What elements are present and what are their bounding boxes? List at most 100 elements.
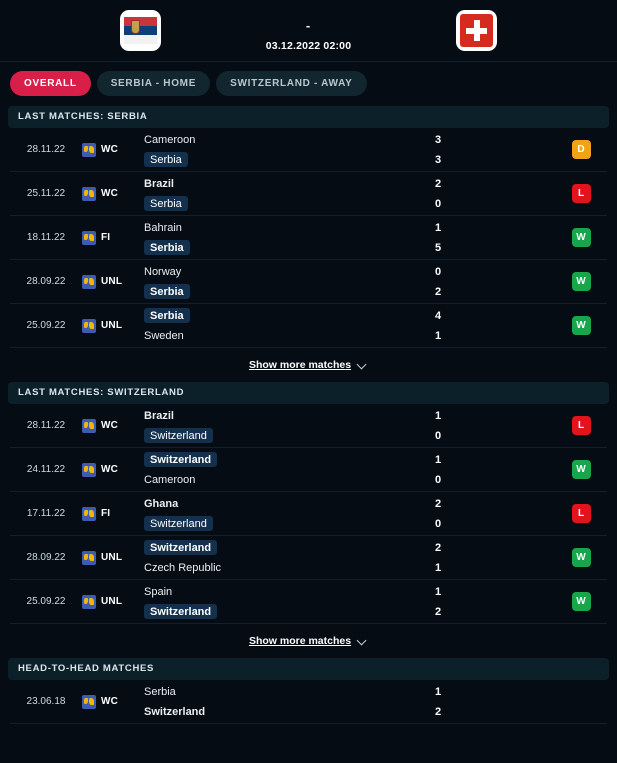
result-cell: L	[555, 184, 607, 203]
filter-tabs: OVERALL SERBIA - HOME SWITZERLAND - AWAY	[0, 62, 617, 106]
away-team-name[interactable]: Serbia	[144, 196, 188, 211]
match-date: 28.09.22	[26, 552, 66, 563]
status-badge: L	[571, 184, 591, 203]
show-more-matches-button[interactable]: Show more matches	[8, 624, 609, 658]
status-badge: W	[571, 228, 591, 247]
competition[interactable]: UNL	[82, 274, 144, 289]
match-row[interactable]: 28.09.22 UNL Switzerland Czech Republic 2 1 W	[10, 536, 607, 580]
home-team-name[interactable]: Norway	[144, 265, 182, 278]
away-team-score: 0	[435, 473, 442, 486]
match-row[interactable]: 25.09.22 UNL Spain Switzerland 1 2 W	[10, 580, 607, 624]
chevron-down-icon	[357, 360, 368, 371]
serbia-flag-icon	[124, 17, 157, 44]
home-team-name[interactable]: Ghana	[144, 497, 179, 510]
competition[interactable]: FI	[82, 506, 144, 521]
away-team-name-line: Switzerland	[144, 428, 435, 444]
home-team-name[interactable]: Switzerland	[144, 540, 218, 555]
away-team-name[interactable]: Czech Republic	[144, 561, 222, 574]
show-more-label: Show more matches	[248, 635, 352, 647]
match-row[interactable]: 17.11.22 FI Ghana Switzerland 2 0 L	[10, 492, 607, 536]
away-team-name-line: Switzerland	[144, 516, 435, 532]
away-team-name[interactable]: Cameroon	[144, 473, 196, 486]
match-date: 28.11.22	[26, 144, 66, 155]
competition[interactable]: UNL	[82, 550, 144, 565]
home-team-name[interactable]: Switzerland	[144, 452, 218, 467]
away-team-name[interactable]: Serbia	[144, 284, 190, 299]
away-team-name[interactable]: Switzerland	[144, 516, 213, 531]
match-date: 24.11.22	[26, 464, 66, 475]
home-team-flag[interactable]	[120, 10, 161, 51]
away-team-name[interactable]: Serbia	[144, 152, 188, 167]
competition[interactable]: WC	[82, 142, 144, 157]
show-more-matches-button[interactable]: Show more matches	[8, 348, 609, 382]
home-team-score: 1	[435, 409, 442, 422]
away-team-name[interactable]: Serbia	[144, 240, 190, 255]
home-team-name[interactable]: Bahrain	[144, 221, 182, 234]
away-team-name[interactable]: Switzerland	[144, 604, 218, 619]
competition-label: WC	[101, 696, 119, 707]
match-row[interactable]: 28.11.22 WC Cameroon Serbia 3 3 D	[10, 128, 607, 172]
match-row[interactable]: 24.11.22 WC Switzerland Cameroon 1 0 W	[10, 448, 607, 492]
match-row[interactable]: 23.06.18 WC Serbia Switzerland 1 2	[10, 680, 607, 724]
away-team-score: 2	[435, 605, 442, 618]
competition[interactable]: FI	[82, 230, 144, 245]
result-cell: W	[555, 548, 607, 567]
match-row[interactable]: 18.11.22 FI Bahrain Serbia 1 5 W	[10, 216, 607, 260]
home-team-name[interactable]: Serbia	[144, 685, 176, 698]
match-row[interactable]: 25.11.22 WC Brazil Serbia 2 0 L	[10, 172, 607, 216]
home-team-score: 1	[435, 221, 442, 234]
away-team-name[interactable]: Switzerland	[144, 428, 213, 443]
away-team-flag[interactable]	[456, 10, 497, 51]
section-title: HEAD-TO-HEAD MATCHES	[8, 658, 609, 680]
home-team-score: 3	[435, 133, 442, 146]
match-list: 28.11.22 WC Cameroon Serbia 3 3 D 25.11.22 WC Bra…	[8, 128, 609, 348]
competition-globe-icon	[82, 274, 96, 289]
competition-label: UNL	[101, 320, 123, 331]
status-badge: D	[571, 140, 591, 159]
away-team-score: 0	[435, 517, 442, 530]
home-team-name[interactable]: Brazil	[144, 177, 174, 190]
home-team-score: 1	[435, 585, 442, 598]
status-badge: W	[571, 272, 591, 291]
match-date: 18.11.22	[26, 232, 66, 243]
competition[interactable]: UNL	[82, 594, 144, 609]
away-team-name-line: Cameroon	[144, 472, 435, 488]
tab-overall[interactable]: OVERALL	[10, 71, 91, 96]
home-team-name[interactable]: Serbia	[144, 308, 190, 323]
competition-label: FI	[101, 232, 111, 243]
away-team-name-line: Serbia	[144, 240, 435, 256]
tab-switzerland-away[interactable]: SWITZERLAND - AWAY	[216, 71, 367, 96]
competition[interactable]: WC	[82, 462, 144, 477]
section-title: LAST MATCHES: SWITZERLAND	[8, 382, 609, 404]
match-date: 17.11.22	[26, 508, 66, 519]
home-team-name-line: Serbia	[144, 684, 435, 700]
match-row[interactable]: 28.09.22 UNL Norway Serbia 0 2 W	[10, 260, 607, 304]
result-cell: W	[555, 316, 607, 335]
match-date: 28.11.22	[26, 420, 66, 431]
away-team-name[interactable]: Sweden	[144, 329, 184, 342]
competition[interactable]: WC	[82, 418, 144, 433]
tab-serbia-home[interactable]: SERBIA - HOME	[96, 71, 211, 96]
away-team-name[interactable]: Switzerland	[144, 705, 206, 718]
team-names: Brazil Switzerland	[144, 408, 435, 444]
home-team-name-line: Switzerland	[144, 452, 435, 468]
status-badge: L	[571, 504, 591, 523]
away-team-score: 0	[435, 429, 442, 442]
home-team-name-line: Norway	[144, 264, 435, 280]
competition-label: FI	[101, 508, 111, 519]
match-section: LAST MATCHES: SERBIA 28.11.22 WC Cameroon Se…	[0, 106, 617, 382]
competition[interactable]: UNL	[82, 318, 144, 333]
competition[interactable]: WC	[82, 694, 144, 709]
competition[interactable]: WC	[82, 186, 144, 201]
competition-label: WC	[101, 420, 119, 431]
home-team-name[interactable]: Cameroon	[144, 133, 196, 146]
home-team-name[interactable]: Brazil	[144, 409, 174, 422]
match-row[interactable]: 28.11.22 WC Brazil Switzerland 1 0 L	[10, 404, 607, 448]
match-date: 23.06.18	[26, 696, 66, 707]
result-cell: L	[555, 416, 607, 435]
home-team-name[interactable]: Spain	[144, 585, 173, 598]
match-row[interactable]: 25.09.22 UNL Serbia Sweden 4 1 W	[10, 304, 607, 348]
home-team-name-line: Spain	[144, 584, 435, 600]
